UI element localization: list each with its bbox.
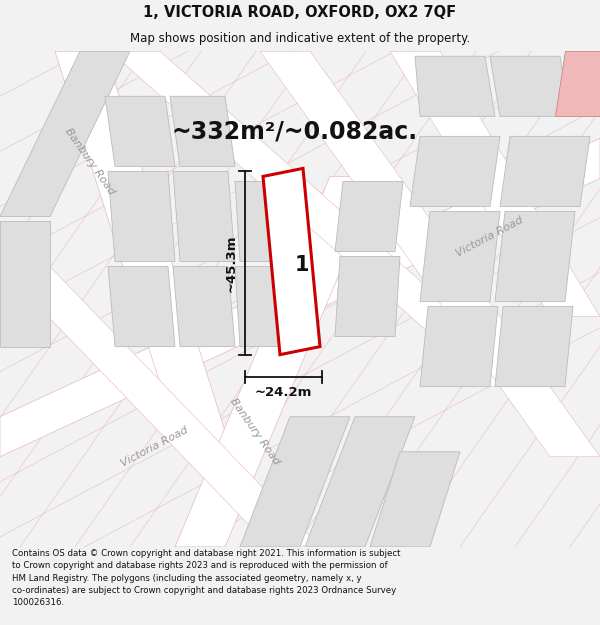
Polygon shape xyxy=(175,176,380,547)
Polygon shape xyxy=(500,136,590,206)
Polygon shape xyxy=(335,181,403,251)
Polygon shape xyxy=(105,96,175,166)
Text: 1, VICTORIA ROAD, OXFORD, OX2 7QF: 1, VICTORIA ROAD, OXFORD, OX2 7QF xyxy=(143,5,457,20)
Polygon shape xyxy=(170,96,235,166)
Polygon shape xyxy=(235,266,300,347)
Polygon shape xyxy=(173,171,235,261)
Polygon shape xyxy=(335,256,400,337)
Polygon shape xyxy=(305,417,415,547)
Polygon shape xyxy=(0,51,130,216)
Text: Victoria Road: Victoria Road xyxy=(120,425,190,469)
Text: 1: 1 xyxy=(295,254,309,274)
Text: Victoria Road: Victoria Road xyxy=(455,214,525,258)
Text: Banbury Road: Banbury Road xyxy=(63,126,117,196)
Polygon shape xyxy=(235,181,300,261)
Polygon shape xyxy=(263,168,320,354)
Text: Contains OS data © Crown copyright and database right 2021. This information is : Contains OS data © Crown copyright and d… xyxy=(12,549,401,607)
Polygon shape xyxy=(390,51,600,317)
Polygon shape xyxy=(495,307,573,387)
Polygon shape xyxy=(0,266,320,547)
Text: Map shows position and indicative extent of the property.: Map shows position and indicative extent… xyxy=(130,32,470,45)
Polygon shape xyxy=(495,211,575,302)
Text: ~332m²/~0.082ac.: ~332m²/~0.082ac. xyxy=(172,119,418,143)
Polygon shape xyxy=(260,51,600,457)
Polygon shape xyxy=(0,221,50,347)
Polygon shape xyxy=(420,211,500,302)
Polygon shape xyxy=(55,51,230,447)
Polygon shape xyxy=(110,51,540,387)
Polygon shape xyxy=(370,452,460,547)
Text: Banbury Road: Banbury Road xyxy=(228,396,282,467)
Polygon shape xyxy=(420,307,498,387)
Polygon shape xyxy=(108,171,175,261)
Polygon shape xyxy=(0,138,600,457)
Polygon shape xyxy=(415,56,495,116)
Polygon shape xyxy=(240,417,350,547)
Text: ~24.2m: ~24.2m xyxy=(255,386,312,399)
Polygon shape xyxy=(490,56,570,116)
Polygon shape xyxy=(410,136,500,206)
Polygon shape xyxy=(555,51,600,116)
Polygon shape xyxy=(173,266,235,347)
Polygon shape xyxy=(555,51,600,116)
Text: ~45.3m: ~45.3m xyxy=(224,234,238,292)
Polygon shape xyxy=(108,266,175,347)
